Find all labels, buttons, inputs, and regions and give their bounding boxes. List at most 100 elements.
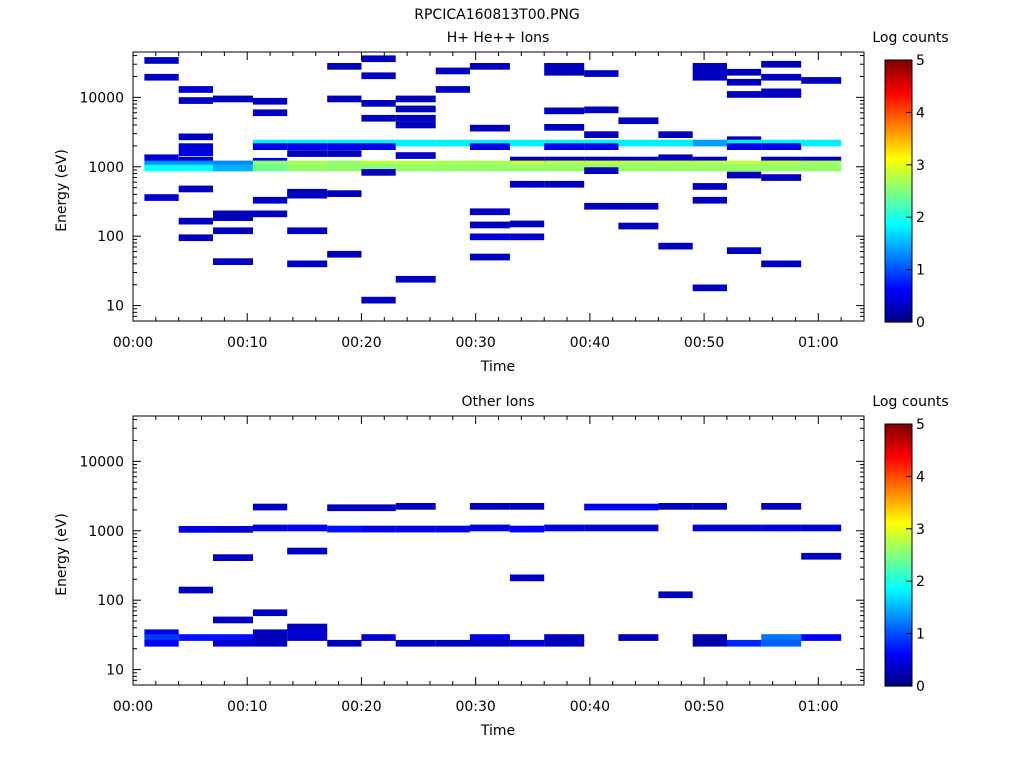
colorbar-swatch bbox=[885, 272, 912, 276]
heatmap-cell bbox=[327, 639, 362, 647]
colorbar-swatch bbox=[885, 531, 912, 535]
heatmap-cell bbox=[726, 139, 762, 147]
x-tick-label: 00:10 bbox=[227, 335, 267, 351]
colorbar-swatch bbox=[885, 625, 912, 629]
x-tick-label: 00:40 bbox=[570, 335, 610, 351]
colorbar-tick-label: 1 bbox=[916, 627, 925, 643]
heatmap-cell bbox=[618, 139, 659, 147]
y-tick-label: 10000 bbox=[79, 90, 124, 106]
heatmap-cell bbox=[213, 164, 253, 172]
heatmap-cell bbox=[509, 160, 545, 168]
heatmap-cell bbox=[509, 233, 545, 241]
colorbar-swatch bbox=[885, 188, 912, 192]
heatmap-cell bbox=[761, 160, 802, 168]
colorbar-swatch bbox=[885, 612, 912, 616]
colorbar-swatch bbox=[885, 672, 912, 677]
heatmap-cell bbox=[761, 524, 802, 532]
heatmap-cell bbox=[544, 68, 585, 76]
colorbar-swatch bbox=[885, 615, 912, 619]
colorbar-swatch bbox=[885, 162, 912, 166]
heatmap-cell bbox=[144, 634, 179, 641]
colorbar-swatch bbox=[885, 573, 912, 577]
colorbar-swatch bbox=[885, 107, 912, 111]
colorbar-swatch bbox=[885, 94, 912, 98]
colorbar-swatch bbox=[885, 125, 912, 129]
colorbar-swatch bbox=[885, 523, 912, 527]
x-tick-label: 00:30 bbox=[455, 335, 495, 351]
heatmap-cell bbox=[692, 164, 727, 172]
heatmap-cell bbox=[544, 634, 585, 641]
heatmap-cell bbox=[584, 167, 619, 174]
heatmap-cell bbox=[327, 150, 362, 157]
colorbar-swatch bbox=[885, 623, 912, 627]
heatmap-cell bbox=[761, 143, 802, 150]
heatmap-cell bbox=[692, 160, 727, 168]
heatmap-cell bbox=[327, 525, 362, 533]
colorbar-swatch bbox=[885, 575, 912, 580]
colorbar-swatch bbox=[885, 547, 912, 551]
heatmap-cell bbox=[544, 180, 585, 188]
colorbar-swatch bbox=[885, 235, 912, 239]
colorbar-swatch bbox=[885, 565, 912, 569]
colorbar-swatch bbox=[885, 164, 912, 169]
colorbar-swatch bbox=[885, 149, 912, 153]
colorbar-swatch bbox=[885, 489, 912, 493]
heatmap-cell bbox=[252, 143, 288, 150]
heatmap-cell bbox=[658, 139, 693, 147]
colorbar-swatch bbox=[885, 560, 912, 564]
colorbar-tick-label: 2 bbox=[916, 210, 925, 226]
colorbar-swatch bbox=[885, 177, 912, 182]
heatmap-cell bbox=[469, 160, 510, 168]
colorbar-swatch bbox=[885, 649, 912, 653]
colorbar-swatch bbox=[885, 204, 912, 208]
colorbar-swatch bbox=[885, 206, 912, 210]
colorbar-swatch bbox=[885, 156, 912, 161]
colorbar-swatch bbox=[885, 458, 912, 462]
heatmap-cell bbox=[618, 503, 659, 511]
colorbar-tick-label: 0 bbox=[916, 679, 925, 695]
heatmap-cell bbox=[361, 634, 396, 641]
heatmap-cell bbox=[361, 296, 396, 304]
colorbar-swatch bbox=[885, 141, 912, 145]
colorbar-swatch bbox=[885, 633, 912, 637]
heatmap-cell bbox=[469, 63, 510, 70]
colorbar-swatch bbox=[885, 214, 912, 218]
heatmap-cell bbox=[178, 185, 213, 193]
colorbar-swatch bbox=[885, 295, 912, 300]
heatmap-cell bbox=[178, 133, 213, 141]
colorbar-swatch bbox=[885, 78, 912, 82]
heatmap-cell bbox=[435, 67, 470, 75]
colorbar-swatch bbox=[885, 99, 912, 103]
colorbar-swatch bbox=[885, 536, 912, 540]
colorbar-swatch bbox=[885, 518, 912, 522]
x-tick-label: 00:10 bbox=[227, 699, 267, 715]
colorbar-swatch bbox=[885, 251, 912, 255]
heatmap-cell bbox=[584, 70, 619, 77]
colorbar-swatch bbox=[885, 248, 912, 252]
heatmap-cell bbox=[435, 164, 470, 172]
colorbar-swatch bbox=[885, 452, 912, 457]
colorbar-swatch bbox=[885, 151, 912, 155]
colorbar-swatch bbox=[885, 217, 912, 221]
heatmap-cell bbox=[178, 160, 213, 168]
heatmap-cell bbox=[287, 164, 328, 172]
colorbar-swatch bbox=[885, 185, 912, 189]
heatmap-cell bbox=[761, 60, 802, 68]
heatmap-cell bbox=[252, 109, 288, 117]
colorbar-frame bbox=[884, 59, 913, 323]
heatmap-cell bbox=[252, 629, 288, 637]
heatmap-cell bbox=[692, 503, 727, 510]
colorbar-swatch bbox=[885, 311, 912, 315]
colorbar-swatch bbox=[885, 570, 912, 574]
colorbar-swatch bbox=[885, 549, 912, 553]
colorbar-swatch bbox=[885, 628, 912, 632]
colorbar-swatch bbox=[885, 146, 912, 150]
heatmap-cell bbox=[287, 160, 328, 168]
colorbar-swatch bbox=[885, 269, 912, 273]
colorbar-swatch bbox=[885, 513, 912, 517]
heatmap-cell bbox=[469, 139, 510, 147]
heatmap-cell bbox=[584, 131, 619, 138]
heatmap-cell bbox=[544, 124, 585, 131]
heatmap-cell bbox=[178, 634, 213, 641]
heatmap-cell bbox=[395, 139, 436, 147]
